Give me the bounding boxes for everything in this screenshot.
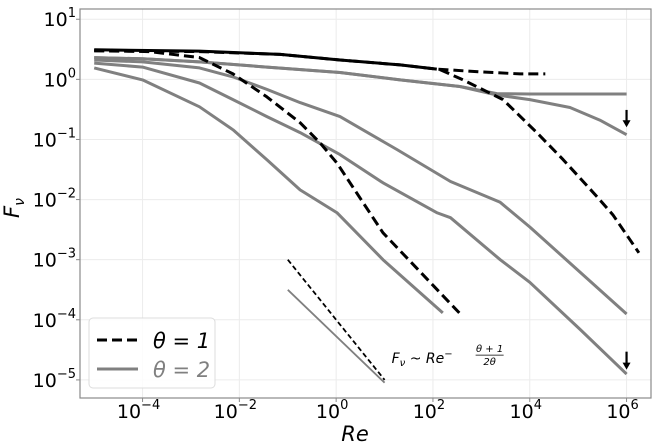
- y-tick-label: 100: [44, 66, 76, 91]
- x-tick-label: 104: [510, 398, 542, 423]
- series-line-theta2: [94, 56, 628, 137]
- series-line-theta2: [93, 66, 444, 315]
- annotation-formula: Fν ~ Re−: [392, 349, 453, 369]
- series-line-theta1: [94, 49, 546, 76]
- reference-slope-line: [287, 259, 386, 381]
- x-tick-label: 10−4: [117, 398, 160, 423]
- y-tick-label: 101: [44, 6, 76, 31]
- y-tick-label: 10−2: [33, 187, 76, 212]
- annotation-denominator: 2θ: [483, 357, 495, 368]
- x-axis-label: Re: [341, 422, 369, 443]
- x-tick-labels: 10−4 10−2 100 102 104 106: [117, 398, 639, 423]
- y-tick-label: 10−5: [33, 367, 76, 392]
- legend: θ = 1 θ = 2: [88, 317, 216, 389]
- y-tick-labels: 101 100 10−1 10−2 10−3 10−4 10−5: [33, 6, 80, 392]
- series-line-theta1: [94, 49, 461, 314]
- y-tick-label: 10−1: [33, 126, 76, 151]
- x-tick-label: 106: [606, 398, 638, 423]
- reference-lines: [287, 259, 386, 384]
- x-tick-label: 10−2: [214, 398, 257, 423]
- x-tick-label: 102: [413, 398, 445, 423]
- series-line-theta1: [439, 68, 641, 254]
- series-line-theta2: [94, 61, 628, 376]
- x-tick-label: 100: [316, 398, 348, 423]
- curves: [93, 48, 641, 376]
- reference-slope-line: [287, 289, 386, 384]
- y-axis-label: Fν: [0, 198, 28, 218]
- arrows: [622, 109, 631, 370]
- power-law-annotation: Fν ~ Re− θ + 1 2θ: [392, 344, 504, 369]
- down-arrow-icon: [622, 109, 631, 128]
- down-arrow-icon: [622, 351, 631, 370]
- y-tick-label: 10−3: [33, 247, 76, 272]
- series-line-theta2: [94, 58, 628, 316]
- plot-frame: [79, 8, 652, 399]
- y-tick-label: 10−4: [33, 307, 76, 332]
- annotation-numerator: θ + 1: [476, 344, 503, 355]
- legend-label-theta1: θ = 1: [153, 329, 210, 353]
- legend-label-theta2: θ = 2: [153, 358, 210, 382]
